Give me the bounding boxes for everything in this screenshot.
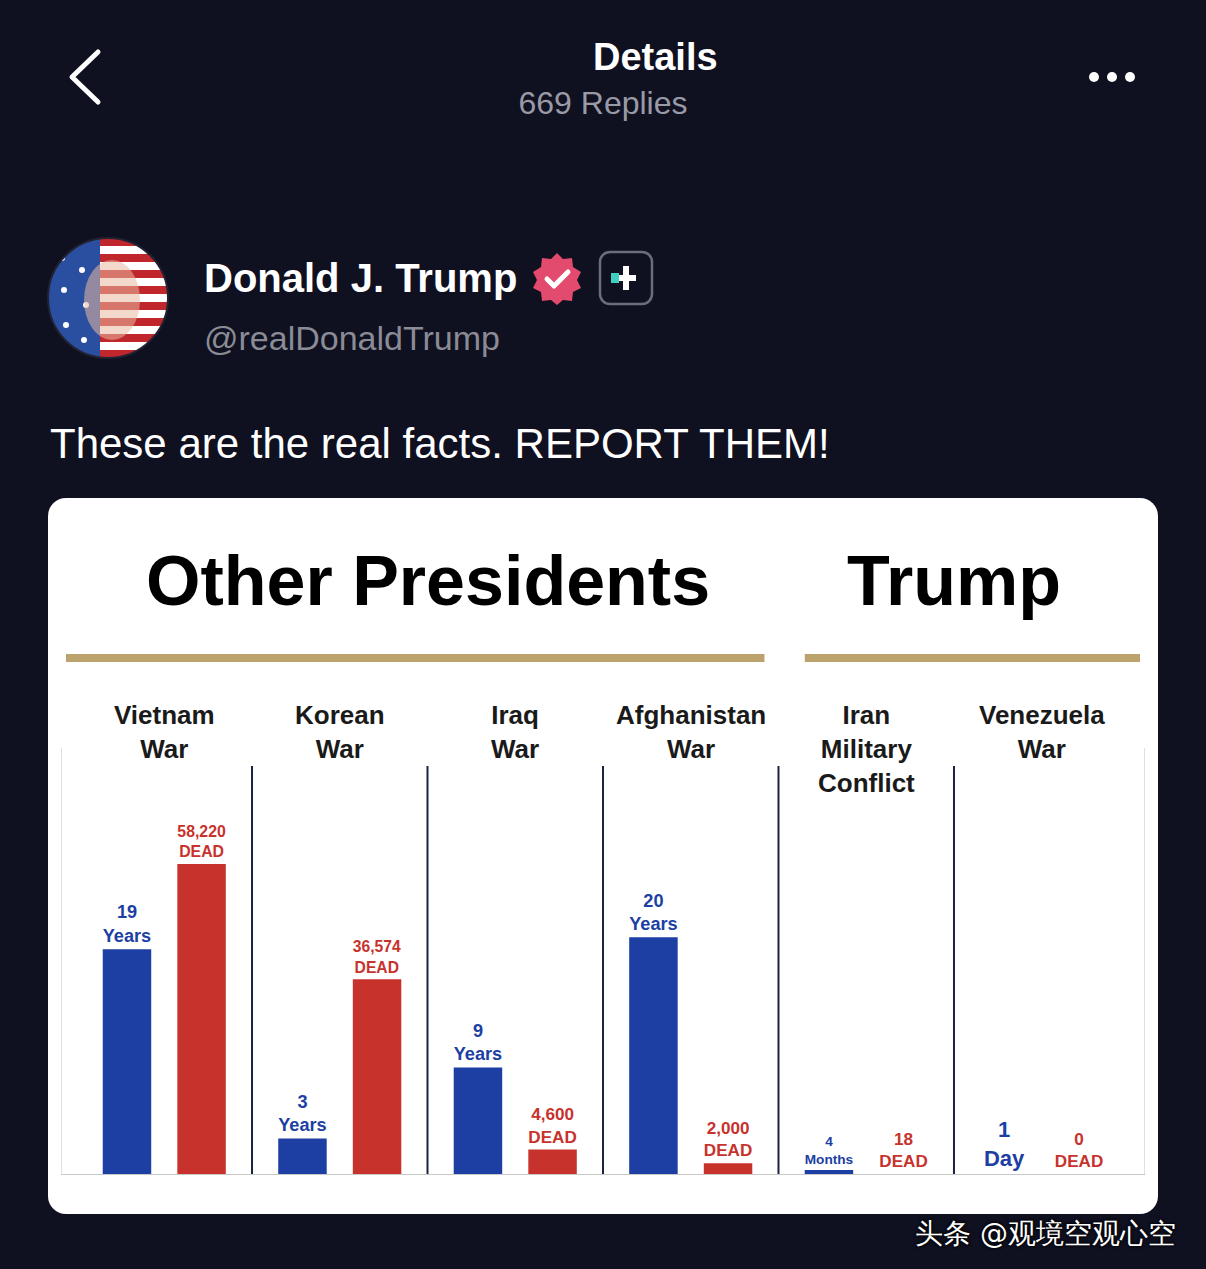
svg-text:4,600DEAD: 4,600DEAD <box>528 1105 576 1146</box>
svg-text:IranMilitaryConflict: IranMilitaryConflict <box>818 700 915 798</box>
svg-text:18DEAD: 18DEAD <box>879 1130 927 1171</box>
svg-text:Other Presidents: Other Presidents <box>146 542 710 620</box>
svg-text:4Months: 4Months <box>805 1134 854 1167</box>
svg-text:9Years: 9Years <box>454 1021 502 1065</box>
svg-text:AfghanistanWar: AfghanistanWar <box>616 700 766 764</box>
svg-text:VietnamWar: VietnamWar <box>114 700 215 764</box>
svg-text:2,000DEAD: 2,000DEAD <box>704 1119 752 1160</box>
svg-text:0DEAD: 0DEAD <box>1055 1130 1103 1171</box>
svg-text:1Day: 1Day <box>984 1117 1025 1171</box>
html-text:Donald J. Trump: Donald J. Trump <box>204 256 518 300</box>
svg-text:36,574DEAD: 36,574DEAD <box>353 938 401 975</box>
html-text:These are the real facts. REPO: These are the real facts. REPORT THEM! <box>50 420 830 467</box>
svg-text:VenezuelaWar: VenezuelaWar <box>979 700 1105 764</box>
svg-text:19Years: 19Years <box>103 902 151 946</box>
svg-text:20Years: 20Years <box>629 891 677 935</box>
svg-text:3Years: 3Years <box>278 1092 326 1136</box>
svg-text:KoreanWar: KoreanWar <box>295 700 385 764</box>
html-text:@realDonaldTrump: @realDonaldTrump <box>204 319 500 357</box>
html-text:669 Replies: 669 Replies <box>518 85 688 121</box>
svg-text:58,220DEAD: 58,220DEAD <box>177 823 226 861</box>
html-text:Details: Details <box>593 36 718 78</box>
svg-text:Trump: Trump <box>847 542 1061 620</box>
svg-text:IraqWar: IraqWar <box>491 700 539 764</box>
html-text:头条 @观境空观心空: 头条 @观境空观心空 <box>915 1217 1176 1250</box>
